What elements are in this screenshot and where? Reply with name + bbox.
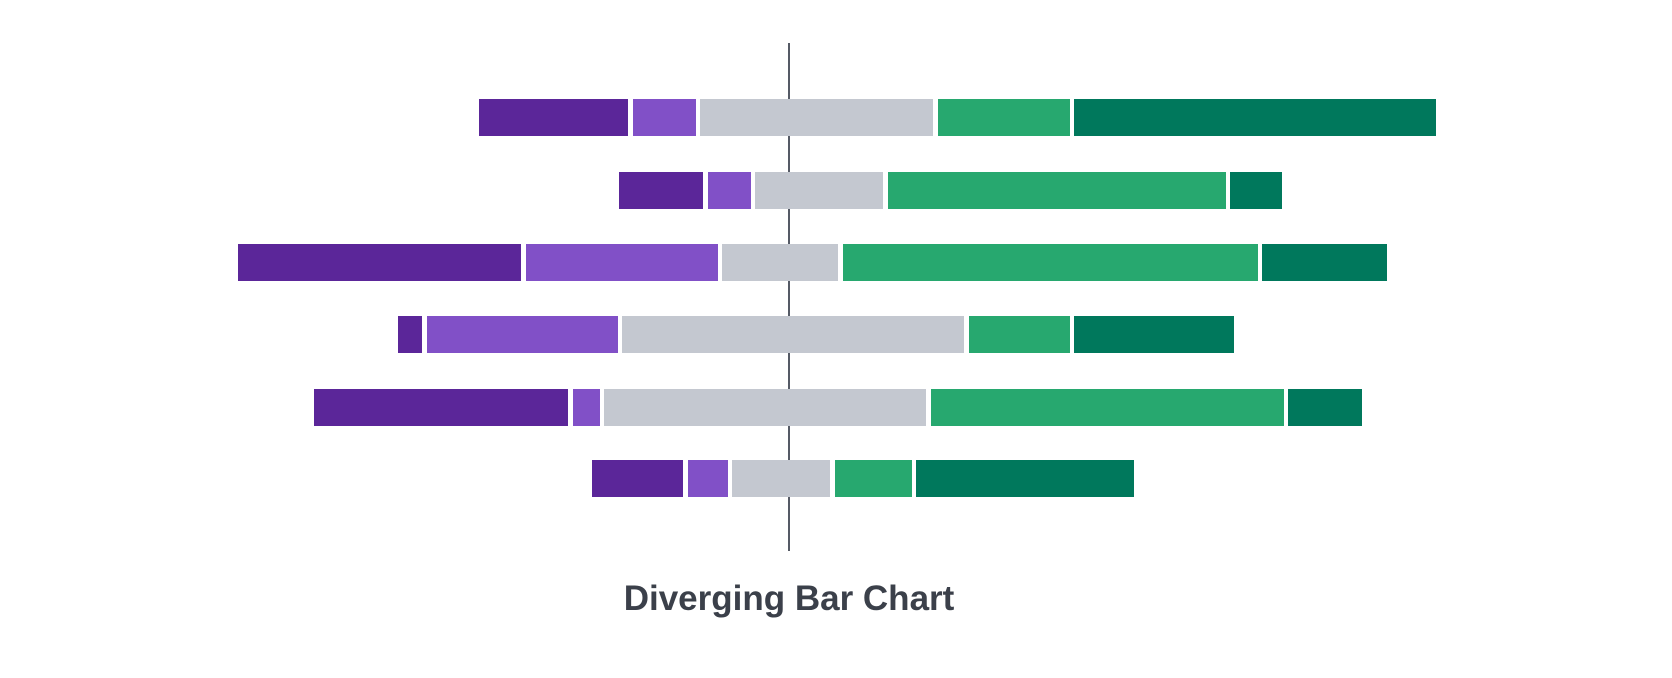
bar-segment-neutral (700, 99, 933, 136)
bar-segment-positive (834, 460, 912, 497)
bar-segment-positive (937, 99, 1070, 136)
bar-segment-negative (632, 99, 696, 136)
bar-segment-neutral (732, 460, 830, 497)
bar-segment-neutral (604, 388, 926, 426)
zero-axis-line (787, 43, 790, 551)
bar-segment-neutral (755, 171, 883, 209)
bar-segment-neutral (622, 316, 964, 353)
bar-segment-positive (887, 171, 1226, 209)
bar-segment-strong-negative (314, 388, 568, 426)
bar-segment-negative (707, 171, 751, 209)
bar-segment-strong-positive (1288, 388, 1362, 426)
bar-segment-strong-negative (619, 171, 703, 209)
bar-segment-strong-positive (1074, 316, 1234, 353)
bar-segment-negative (525, 243, 718, 281)
bar-segment-strong-positive (916, 460, 1134, 497)
bar-segment-strong-negative (479, 99, 628, 136)
bar-segment-negative (426, 316, 618, 353)
bar-segment-strong-positive (1262, 243, 1387, 281)
bar-segment-negative (572, 388, 600, 426)
bar-segment-positive (968, 316, 1070, 353)
bar-segment-strong-positive (1230, 171, 1282, 209)
bar-segment-strong-positive (1074, 99, 1436, 136)
bar-segment-neutral (722, 243, 838, 281)
bar-segment-strong-negative (398, 316, 422, 353)
chart-title: Diverging Bar Chart (623, 579, 955, 618)
bar-segment-negative (687, 460, 728, 497)
bar-segment-strong-negative (592, 460, 683, 497)
bar-segment-strong-negative (238, 243, 521, 281)
bar-segment-positive (930, 388, 1284, 426)
bar-segment-positive (842, 243, 1258, 281)
